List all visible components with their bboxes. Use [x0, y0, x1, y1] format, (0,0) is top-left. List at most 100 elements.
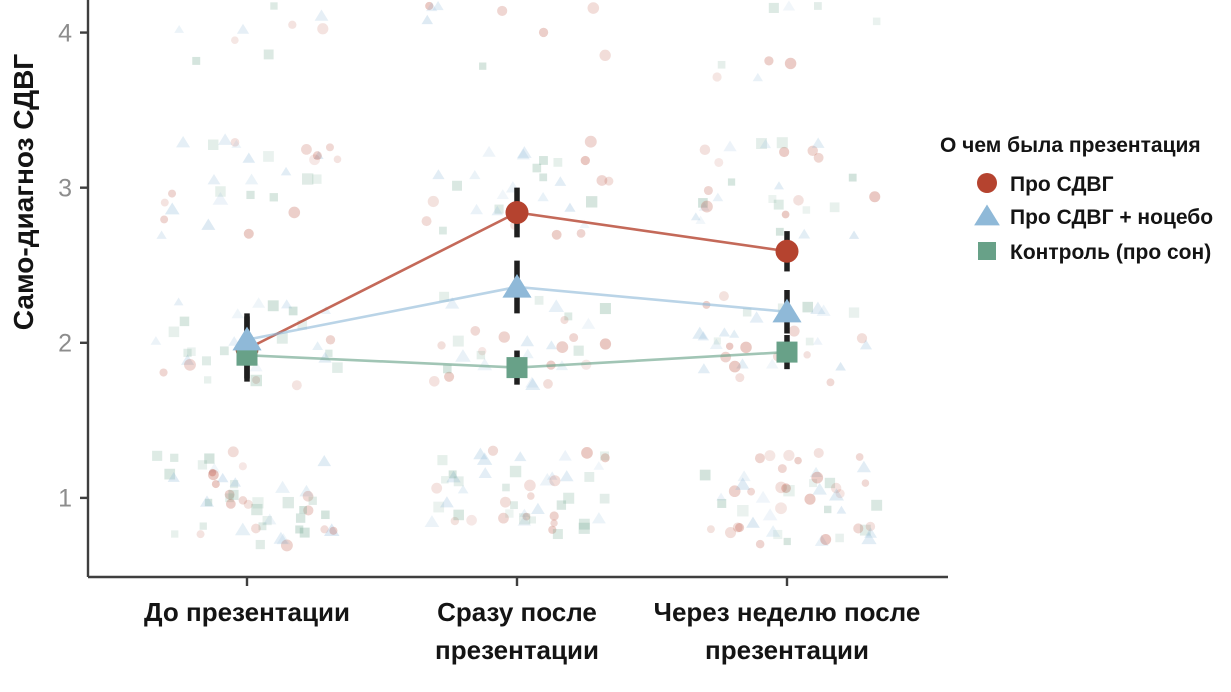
jitter-point	[872, 17, 881, 26]
jitter-point	[578, 522, 590, 534]
jitter-point	[552, 529, 563, 540]
jitter-point	[502, 483, 510, 492]
jitter-point	[829, 488, 844, 501]
jitter-point	[491, 205, 504, 216]
jitter-point	[709, 338, 723, 349]
jitter-point	[204, 498, 213, 507]
jitter-point	[263, 513, 277, 525]
jitter-point	[809, 479, 818, 488]
jitter-point	[215, 186, 226, 197]
jitter-point	[201, 218, 216, 230]
mean-marker-s1-t2	[505, 200, 529, 224]
jitter-point	[301, 143, 312, 155]
jitter-point	[302, 490, 314, 502]
jitter-point	[556, 500, 567, 510]
jitter-point	[476, 350, 486, 360]
jitter-point	[312, 174, 322, 184]
jitter-point	[181, 354, 195, 365]
jitter-point	[813, 152, 824, 163]
jitter-point	[735, 373, 745, 383]
jitter-point	[453, 476, 464, 487]
jitter-point	[487, 445, 499, 456]
jitter-point	[798, 228, 811, 239]
jitter-point	[580, 155, 590, 166]
jitter-point	[554, 176, 567, 186]
jitter-point	[737, 505, 749, 517]
jitter-point	[238, 496, 248, 505]
jitter-point	[225, 499, 236, 509]
jitter-point	[835, 489, 845, 499]
jitter-point	[230, 137, 240, 147]
jitter-point	[756, 138, 767, 149]
jitter-point	[773, 199, 784, 210]
axes-layer	[80, 0, 948, 586]
legend-item-2: Про СДВГ + ноцебо	[974, 204, 1213, 229]
jitter-point	[521, 348, 534, 359]
jitter-point	[538, 27, 549, 38]
jitter-point	[725, 342, 734, 351]
jitter-point	[312, 341, 323, 350]
jitter-point	[171, 530, 179, 538]
jitter-point	[231, 139, 242, 148]
legend-item-1: Про СДВГ	[977, 173, 1114, 196]
jitter-point	[421, 216, 432, 227]
jitter-point	[439, 291, 450, 302]
jitter-point	[560, 315, 569, 325]
jitter-point	[531, 502, 545, 514]
jitter-point	[249, 360, 263, 372]
jitter-point	[497, 5, 508, 16]
jitter-point	[231, 36, 239, 45]
jitter-point	[313, 151, 324, 160]
jitter-point	[534, 295, 544, 305]
jitter-point	[426, 1, 438, 12]
jitter-point	[179, 316, 190, 327]
jitter-point	[446, 470, 461, 483]
jitter-point	[717, 60, 726, 69]
jitter-point	[250, 374, 262, 387]
jitter-point	[793, 195, 804, 206]
jitter-point	[238, 462, 247, 471]
jitter-point	[302, 173, 314, 185]
jitter-point	[275, 480, 290, 493]
jitter-point	[539, 156, 548, 165]
jitter-point	[498, 331, 510, 343]
jitter-point	[473, 447, 488, 460]
jitter-point	[510, 501, 518, 510]
jitter-point	[218, 133, 233, 145]
jitter-point	[805, 337, 814, 346]
jitter-point	[826, 378, 835, 387]
jitter-point	[288, 306, 298, 316]
jitter-point	[776, 137, 788, 149]
jitter-point	[553, 157, 563, 167]
jitter-point	[747, 487, 756, 496]
jitter-point	[308, 496, 317, 505]
jitter-point	[297, 320, 308, 330]
jitter-point	[563, 492, 575, 504]
jitter-point	[452, 180, 463, 191]
y-axis-title: Само-диагноз СДВГ	[8, 54, 39, 330]
jitter-point	[782, 0, 796, 11]
jitter-point	[470, 326, 481, 336]
jitter-point	[723, 140, 737, 152]
mean-marker-s2-t1	[232, 326, 262, 351]
jitter-point	[320, 525, 329, 534]
mean-marker-s3-t2	[506, 357, 528, 379]
jitter-point	[258, 522, 267, 531]
jitter-point	[755, 539, 765, 549]
jitter-point	[569, 333, 579, 343]
jitter-point	[291, 380, 302, 391]
jitter-point	[783, 485, 795, 497]
legend-item-label-2: Про СДВГ + ноцебо	[1010, 206, 1213, 229]
jitter-point	[714, 157, 724, 167]
jitter-point	[548, 525, 557, 534]
jitter-point	[251, 503, 263, 516]
y-tick-label-1: 1	[58, 485, 72, 513]
x-category-label-1: До презентации	[144, 597, 350, 627]
jitter-point	[270, 2, 278, 10]
jitter-point	[243, 499, 253, 509]
jitter-point	[599, 338, 612, 350]
jitter-point	[519, 508, 530, 517]
jitter-layer	[150, 0, 883, 552]
jitter-point	[548, 299, 565, 312]
